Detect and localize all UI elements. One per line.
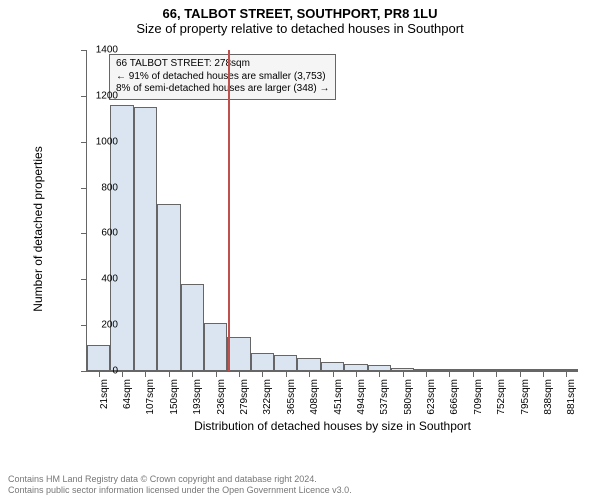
annotation-line1: 66 TALBOT STREET: 278sqm [116, 58, 329, 71]
page-subtitle: Size of property relative to detached ho… [0, 21, 600, 40]
x-tick [379, 371, 380, 377]
x-tick-label: 838sqm [543, 379, 554, 415]
x-tick-label: 408sqm [309, 379, 320, 415]
footer-line1: Contains HM Land Registry data © Crown c… [8, 474, 352, 486]
x-tick-label: 580sqm [403, 379, 414, 415]
x-tick-label: 322sqm [262, 379, 273, 415]
y-tick-label: 0 [88, 366, 118, 377]
property-marker-line [228, 50, 230, 371]
y-axis-title: Number of detached properties [31, 146, 45, 311]
x-tick-label: 64sqm [122, 379, 133, 409]
y-tick-label: 400 [88, 274, 118, 285]
y-tick-label: 600 [88, 228, 118, 239]
x-tick-label: 666sqm [449, 379, 460, 415]
x-tick-label: 881sqm [566, 379, 577, 415]
histogram-bar [297, 358, 320, 371]
x-tick [520, 371, 521, 377]
x-tick-label: 494sqm [356, 379, 367, 415]
x-axis-title: Distribution of detached houses by size … [194, 419, 471, 433]
histogram-bar [251, 353, 274, 371]
x-tick-label: 107sqm [145, 379, 156, 415]
histogram-bar [274, 355, 297, 371]
x-tick [426, 371, 427, 377]
x-tick [356, 371, 357, 377]
x-tick [449, 371, 450, 377]
y-tick [81, 188, 87, 189]
x-tick-label: 537sqm [379, 379, 390, 415]
x-tick [216, 371, 217, 377]
x-tick [169, 371, 170, 377]
x-tick-label: 236sqm [216, 379, 227, 415]
y-tick-label: 200 [88, 320, 118, 331]
footer-attribution: Contains HM Land Registry data © Crown c… [8, 474, 352, 497]
histogram-bar [181, 284, 204, 371]
y-tick-label: 1200 [88, 90, 118, 101]
x-tick-label: 150sqm [169, 379, 180, 415]
histogram-bar [227, 337, 250, 371]
x-tick-label: 279sqm [239, 379, 250, 415]
x-tick [192, 371, 193, 377]
y-tick-label: 800 [88, 182, 118, 193]
x-tick [543, 371, 544, 377]
histogram-bar [344, 364, 367, 371]
chart-container: 66, TALBOT STREET, SOUTHPORT, PR8 1LU Si… [0, 0, 600, 500]
x-tick-label: 795sqm [520, 379, 531, 415]
x-tick [566, 371, 567, 377]
x-tick-label: 193sqm [192, 379, 203, 415]
y-tick [81, 50, 87, 51]
x-tick [309, 371, 310, 377]
y-tick [81, 96, 87, 97]
plot-area: 66 TALBOT STREET: 278sqm ← 91% of detach… [86, 50, 578, 372]
x-tick [145, 371, 146, 377]
y-tick [81, 371, 87, 372]
annotation-line3: 8% of semi-detached houses are larger (3… [116, 83, 329, 96]
footer-line2: Contains public sector information licen… [8, 485, 352, 497]
page-title: 66, TALBOT STREET, SOUTHPORT, PR8 1LU [0, 0, 600, 21]
y-tick [81, 233, 87, 234]
histogram-bar [157, 204, 180, 371]
x-tick [496, 371, 497, 377]
y-tick [81, 142, 87, 143]
x-tick-label: 365sqm [286, 379, 297, 415]
x-tick [473, 371, 474, 377]
x-tick [122, 371, 123, 377]
x-tick-label: 709sqm [473, 379, 484, 415]
y-tick [81, 279, 87, 280]
x-tick-label: 623sqm [426, 379, 437, 415]
histogram-bar [204, 323, 227, 371]
y-tick-label: 1400 [88, 45, 118, 56]
histogram-bar [134, 107, 157, 371]
x-tick-label: 21sqm [99, 379, 110, 409]
histogram-bar [321, 362, 344, 371]
x-tick-label: 752sqm [496, 379, 507, 415]
x-tick [286, 371, 287, 377]
y-tick [81, 325, 87, 326]
annotation-box: 66 TALBOT STREET: 278sqm ← 91% of detach… [109, 54, 336, 100]
x-tick [262, 371, 263, 377]
y-tick-label: 1000 [88, 136, 118, 147]
x-tick [99, 371, 100, 377]
x-tick-label: 451sqm [333, 379, 344, 415]
x-tick [403, 371, 404, 377]
x-tick [333, 371, 334, 377]
x-tick [239, 371, 240, 377]
chart-area: Number of detached properties 66 TALBOT … [46, 44, 586, 414]
annotation-line2: ← 91% of detached houses are smaller (3,… [116, 71, 329, 84]
